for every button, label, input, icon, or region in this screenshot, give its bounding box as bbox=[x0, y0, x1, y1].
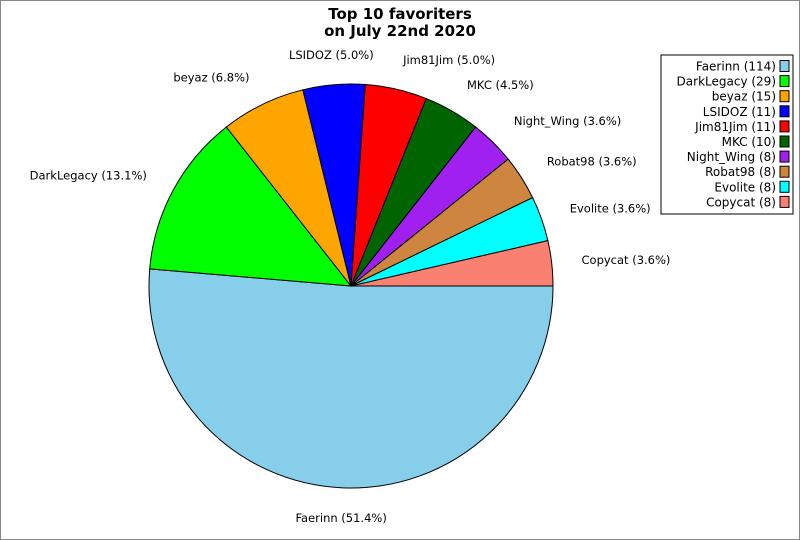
legend-label-lsidoz: LSIDOZ (11) bbox=[703, 105, 776, 119]
legend-swatch-mkc bbox=[779, 135, 790, 148]
chart-title-line-2: on July 22nd 2020 bbox=[324, 22, 476, 40]
legend-swatch-robat98 bbox=[779, 165, 790, 178]
chart-title-line-1: Top 10 favoriters bbox=[328, 5, 472, 23]
slice-label-beyaz: beyaz (6.8%) bbox=[173, 70, 249, 84]
legend-label-mkc: MKC (10) bbox=[722, 135, 776, 149]
legend-swatch-night-wing bbox=[779, 150, 790, 163]
slice-label-lsidoz: LSIDOZ (5.0%) bbox=[289, 48, 374, 62]
slice-label-mkc: MKC (4.5%) bbox=[467, 78, 534, 92]
slice-label-faerinn: Faerinn (51.4%) bbox=[295, 511, 386, 525]
slice-label-copycat: Copycat (3.6%) bbox=[582, 253, 671, 267]
legend-label-faerinn: Faerinn (114) bbox=[696, 60, 776, 74]
legend-swatch-beyaz bbox=[779, 90, 790, 103]
legend-label-copycat: Copycat (8) bbox=[706, 195, 776, 209]
slice-label-darklegacy: DarkLegacy (13.1%) bbox=[30, 169, 147, 183]
pie-slice-faerinn bbox=[148, 268, 554, 489]
legend-swatch-copycat bbox=[779, 195, 790, 208]
legend-swatch-lsidoz bbox=[779, 105, 790, 118]
slice-label-jim81jim: Jim81Jim (5.0%) bbox=[402, 53, 495, 67]
legend-label-robat98: Robat98 (8) bbox=[705, 165, 776, 179]
legend-label-darklegacy: DarkLegacy (29) bbox=[677, 75, 776, 89]
pie-slice-copycat bbox=[350, 240, 554, 287]
legend: Faerinn (114)DarkLegacy (29)beyaz (15)LS… bbox=[660, 54, 794, 215]
pie-slices bbox=[148, 83, 554, 489]
slice-label-robat98: Robat98 (3.6%) bbox=[547, 155, 637, 169]
legend-swatch-darklegacy bbox=[779, 75, 790, 88]
slice-label-night-wing: Night_Wing (3.6%) bbox=[514, 114, 621, 128]
legend-label-beyaz: beyaz (15) bbox=[712, 90, 776, 104]
legend-swatch-jim81jim bbox=[779, 120, 790, 133]
pie-slice-labels: Faerinn (51.4%) DarkLegacy (13.1%) beyaz (… bbox=[30, 48, 671, 525]
legend-box bbox=[660, 54, 794, 215]
legend-label-jim81jim: Jim81Jim (11) bbox=[694, 120, 776, 134]
legend-swatch-evolite bbox=[779, 180, 790, 193]
pie-slice-darklegacy bbox=[149, 126, 353, 287]
slice-label-evolite: Evolite (3.6%) bbox=[570, 202, 651, 216]
legend-label-night-wing: Night_Wing (8) bbox=[687, 150, 776, 164]
legend-swatch-faerinn bbox=[779, 60, 790, 72]
legend-label-evolite: Evolite (8) bbox=[714, 180, 776, 194]
